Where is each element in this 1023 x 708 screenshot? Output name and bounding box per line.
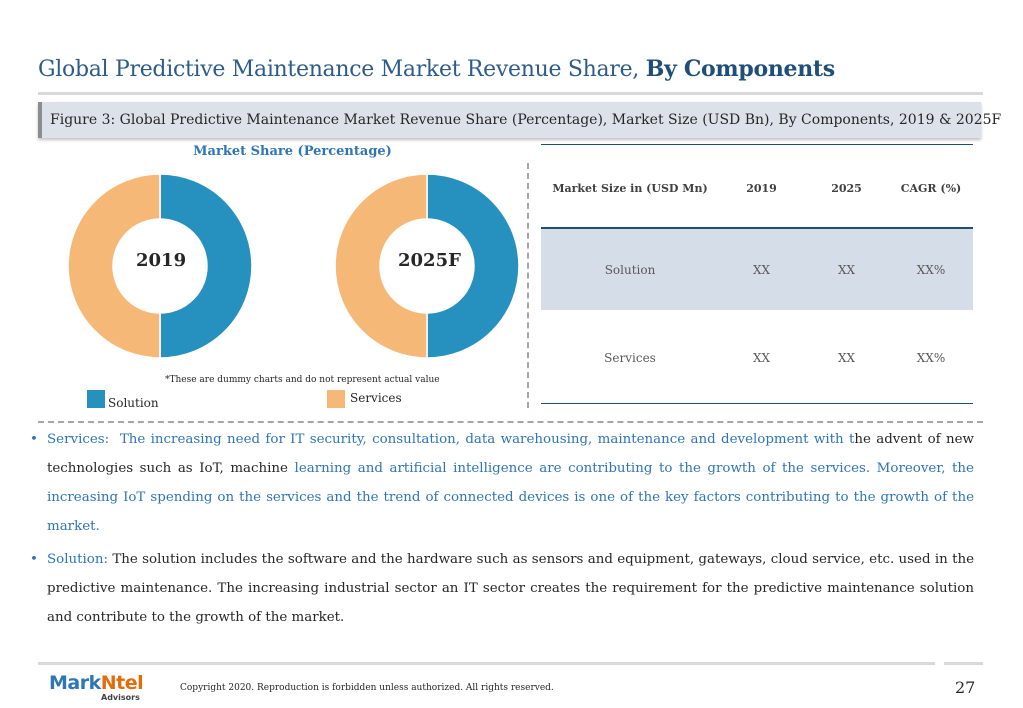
page-number: 27: [955, 678, 976, 697]
bullet-services: • Services: The increasing need for IT se…: [30, 425, 974, 541]
bullet-services-text-b: he advent of new technologies such as Io…: [47, 432, 974, 476]
bullet-solution-text: The solution includes the software and t…: [47, 552, 974, 625]
title-divider: [38, 92, 983, 95]
page-title: Global Predictive Maintenance Market Rev…: [38, 56, 835, 82]
marknteladvisors-logo: MarkNtel Advisors: [49, 672, 144, 702]
table-header-row: Market Size in (USD Mn) 2019 2025 CAGR (…: [541, 168, 973, 208]
horizontal-dashed-divider: [38, 421, 983, 423]
bullet-icon: •: [30, 552, 38, 567]
bullet-icon: •: [30, 432, 38, 447]
table-bottom-rule: [541, 403, 973, 404]
logo-ntel-text: Ntel: [100, 672, 144, 694]
footer-divider-short: [944, 662, 983, 665]
legend-label-services: Services: [350, 391, 402, 405]
table-header-rule: [541, 227, 973, 229]
bullet-services-text-a: The increasing need for IT security, con…: [119, 432, 855, 447]
donut-slice-services: [67, 173, 161, 359]
table-cell: XX: [837, 262, 856, 277]
donut-chart-2019: [67, 173, 253, 359]
bullet-solution: • Solution: The solution includes the sof…: [30, 545, 974, 632]
bullet-services-label: Services:: [47, 432, 110, 447]
donut-slice-solution: [159, 173, 253, 359]
figure-caption-box: Figure 3: Global Predictive Maintenance …: [38, 102, 1001, 138]
table-row: Services XX XX XX%: [541, 318, 973, 398]
table-cell: XX%: [916, 351, 946, 365]
table-cell: XX%: [916, 262, 946, 277]
table-top-rule: [541, 144, 973, 145]
bullet-list: • Services: The increasing need for IT se…: [30, 425, 974, 636]
table-cell: XX: [837, 351, 856, 365]
legend-label-solution: Solution: [108, 396, 159, 410]
vertical-dashed-divider: [527, 163, 529, 408]
table-cell: XX: [752, 262, 771, 277]
table-row: Solution XX XX XX%: [541, 229, 973, 310]
donut-center-label-2019: 2019: [136, 250, 187, 271]
logo-subtitle: Advisors: [101, 693, 140, 702]
legend-swatch-solution: [87, 390, 105, 408]
copyright-notice: Copyright 2020. Reproduction is forbidde…: [180, 683, 554, 693]
bullet-services-text-c: learning and artificial intelligence are…: [47, 461, 974, 534]
table-cell: Solution: [604, 262, 656, 277]
page-title-main: Global Predictive Maintenance Market Rev…: [38, 57, 646, 82]
donut-center-label-2025f: 2025F: [398, 250, 461, 271]
table-cell: XX: [752, 351, 771, 365]
table-cell: Services: [604, 351, 656, 365]
donut-chart-2025f: [334, 173, 520, 359]
chart-title: Market Share (Percentage): [193, 144, 392, 159]
table-header-cell: CAGR (%): [900, 181, 962, 195]
table-header-cell: 2025: [831, 181, 862, 195]
figure-caption: Figure 3: Global Predictive Maintenance …: [50, 112, 1002, 128]
logo-mark-text: Mark: [49, 672, 101, 694]
legend-swatch-services: [327, 390, 345, 408]
bullet-solution-label: Solution:: [47, 552, 109, 567]
table-header-cell: Market Size in (USD Mn): [552, 181, 708, 195]
page-title-bold: By Components: [645, 56, 836, 82]
dummy-chart-note: *These are dummy charts and do not repre…: [165, 375, 440, 385]
table-header-cell: 2019: [746, 181, 777, 195]
donut-slice-services: [334, 173, 428, 359]
footer-divider: [38, 662, 935, 665]
donut-slice-solution: [426, 173, 520, 359]
